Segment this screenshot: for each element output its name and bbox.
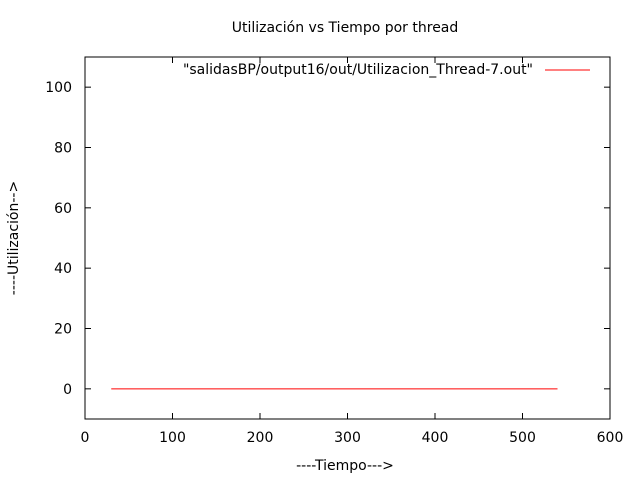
x-tick-label: 400 [422, 430, 449, 446]
x-tick-label: 600 [597, 430, 624, 446]
x-tick-label: 0 [81, 430, 90, 446]
plot-frame [84, 56, 611, 420]
y-tick-label: 60 [54, 201, 72, 217]
y-tick-label: 100 [45, 80, 72, 96]
y-tick-label: 20 [54, 322, 72, 338]
y-axis-label: ----Utilización--> [6, 181, 22, 295]
y-axis: 0 20 40 60 80 100 [45, 80, 610, 398]
legend: "salidasBP/output16/out/Utilizacion_Thre… [183, 62, 590, 78]
y-tick-label: 0 [63, 382, 72, 398]
x-axis-label: ----Tiempo---> [296, 458, 394, 474]
y-tick-label: 80 [54, 141, 72, 157]
x-tick-label: 500 [509, 430, 536, 446]
y-tick-label: 40 [54, 261, 72, 277]
x-tick-label: 300 [334, 430, 361, 446]
x-tick-label: 100 [159, 430, 186, 446]
x-tick-label: 200 [247, 430, 274, 446]
legend-label: "salidasBP/output16/out/Utilizacion_Thre… [183, 62, 533, 78]
x-axis: 0 100 200 300 400 500 600 [81, 57, 624, 446]
chart-title: Utilización vs Tiempo por thread [232, 20, 459, 36]
